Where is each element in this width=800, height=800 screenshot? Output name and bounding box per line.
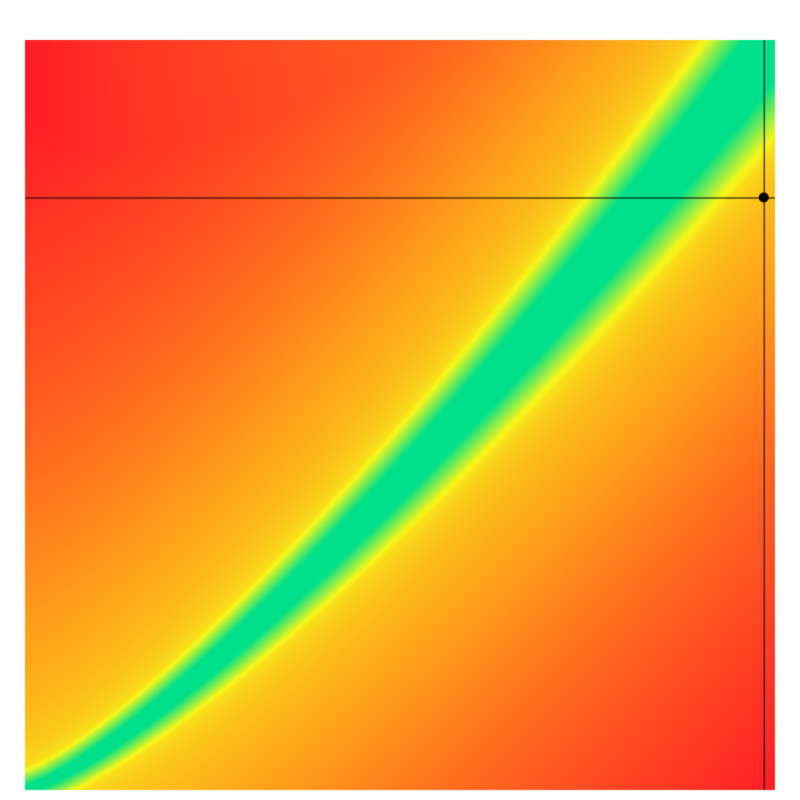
chart-container: TheBottleneck.com [0,0,800,800]
bottleneck-heatmap [0,0,800,800]
